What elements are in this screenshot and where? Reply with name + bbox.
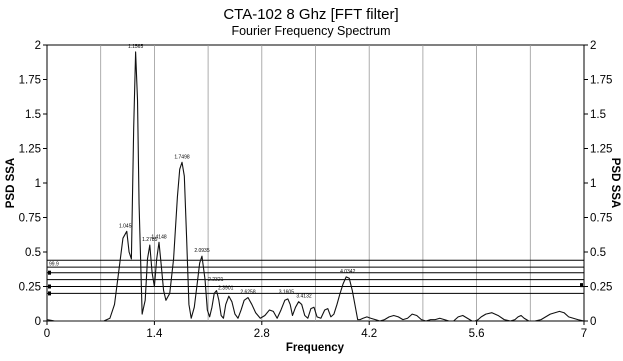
x-tick-label: 2.8 <box>254 328 270 340</box>
y-tick-label: 0.75 <box>19 213 41 225</box>
y-tick-label-right: 1.5 <box>590 109 606 121</box>
y-tick-label-right: 2 <box>590 40 596 52</box>
peak-label: 1.1565 <box>128 44 144 50</box>
y-tick-label: 0.5 <box>25 247 41 259</box>
x-tick-label: 4.2 <box>361 328 377 340</box>
x-axis-title: Frequency <box>286 342 345 354</box>
y-tick-label: 1.25 <box>19 144 41 156</box>
grid-layer <box>100 45 531 321</box>
y-tick-label: 1.5 <box>25 109 41 121</box>
peak-label: 2.0935 <box>194 248 210 254</box>
peak-label: 1.4148 <box>151 234 167 240</box>
peak-label: 2.6258 <box>240 290 256 296</box>
threshold-marker <box>48 284 51 289</box>
y-tick-label-right: 1.25 <box>590 144 612 156</box>
y-tick-label-right: 0.5 <box>590 247 606 259</box>
tick-labels: 0 1.4 2.8 4.2 5.6 70 00.25 0.250.5 0.50.75 0.751 1… <box>19 40 613 340</box>
peak-label: 1.7498 <box>174 154 190 160</box>
threshold-marker <box>580 283 583 288</box>
y-tick-label: 1.75 <box>19 75 41 87</box>
peak-label: 2.2321 <box>208 277 224 283</box>
y-axis-title-right: PSD SSA <box>609 158 621 209</box>
x-tick-label: 1.4 <box>146 328 163 340</box>
x-tick-label: 5.6 <box>469 328 485 340</box>
threshold-lines: 99.9 <box>47 259 584 296</box>
peak-label: 1.2785 <box>142 237 158 243</box>
chart-title: CTA-102 8 Ghz [FFT filter] <box>223 6 398 23</box>
y-tick-label-right: 1 <box>590 178 596 190</box>
y-tick-label-right: 0.25 <box>590 282 612 294</box>
peak-label: 4.0342 <box>340 269 356 275</box>
y-tick-label: 1 <box>35 178 41 190</box>
threshold-marker <box>48 270 51 275</box>
level-label: 99.9 <box>49 262 59 268</box>
series-layer <box>46 51 585 322</box>
y-tick-label: 0 <box>35 316 41 328</box>
x-tick-label: 0 <box>44 328 50 340</box>
peak-label: 2.3901 <box>218 285 234 291</box>
spectrum-line <box>46 51 585 322</box>
y-tick-label-right: 0 <box>590 316 596 328</box>
y-tick-label-right: 0.75 <box>590 213 612 225</box>
peak-label: 1.045 <box>119 223 132 229</box>
chart-subtitle: Fourier Frequency Spectrum <box>231 24 390 38</box>
x-tick-label: 7 <box>581 328 587 340</box>
y-tick-label: 0.25 <box>19 282 41 294</box>
y-tick-label: 2 <box>35 40 41 52</box>
peak-label: 3.4132 <box>296 294 312 300</box>
peak-label: 3.1605 <box>279 290 295 296</box>
threshold-marker <box>48 291 51 296</box>
y-tick-label-right: 1.75 <box>590 75 612 87</box>
y-axis-title: PSD SSA <box>5 158 17 209</box>
